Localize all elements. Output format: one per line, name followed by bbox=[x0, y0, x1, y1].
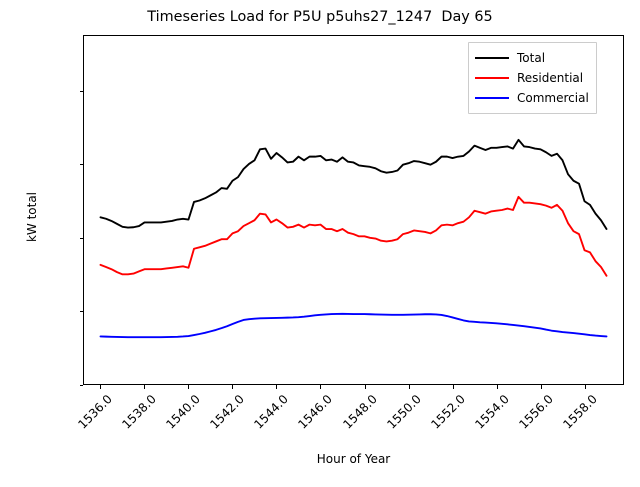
x-tick-label: 1558.0 bbox=[560, 392, 601, 432]
y-tick-mark bbox=[79, 237, 83, 239]
x-tick-mark bbox=[364, 385, 366, 389]
legend-swatch-commercial bbox=[475, 97, 509, 99]
y-tick-mark bbox=[79, 164, 83, 166]
x-tick-mark bbox=[585, 385, 587, 389]
x-tick-mark bbox=[408, 385, 410, 389]
legend-item-total[interactable]: Total bbox=[475, 48, 589, 68]
x-tick-mark bbox=[143, 385, 145, 389]
legend-label: Residential bbox=[517, 71, 584, 85]
legend-label: Commercial bbox=[517, 91, 589, 105]
x-tick-mark bbox=[232, 385, 234, 389]
y-tick-mark bbox=[79, 90, 83, 92]
y-tick-mark bbox=[79, 311, 83, 313]
legend-item-residential[interactable]: Residential bbox=[475, 68, 589, 88]
x-tick-mark bbox=[276, 385, 278, 389]
series-line-residential bbox=[99, 195, 608, 277]
x-axis-label: Hour of Year bbox=[316, 452, 391, 466]
x-tick-mark bbox=[99, 385, 101, 389]
y-axis-label: kW total bbox=[25, 191, 39, 243]
legend-swatch-residential bbox=[475, 77, 509, 79]
legend-swatch-total bbox=[475, 57, 509, 59]
series-canvas bbox=[99, 138, 608, 339]
x-tick-mark bbox=[320, 385, 322, 389]
legend-label: Total bbox=[517, 51, 546, 65]
series-line-commercial bbox=[99, 312, 608, 339]
x-tick-mark bbox=[452, 385, 454, 389]
y-tick-mark bbox=[79, 385, 83, 386]
legend-item-commercial[interactable]: Commercial bbox=[475, 88, 589, 108]
legend: Total Residential Commercial bbox=[468, 42, 597, 114]
x-tick-mark bbox=[187, 385, 189, 389]
x-tick-mark bbox=[541, 385, 543, 389]
chart-title: Timeseries Load for P5U p5uhs27_1247 Day… bbox=[147, 9, 493, 25]
series-line-total bbox=[99, 138, 608, 230]
x-tick-mark bbox=[497, 385, 499, 389]
